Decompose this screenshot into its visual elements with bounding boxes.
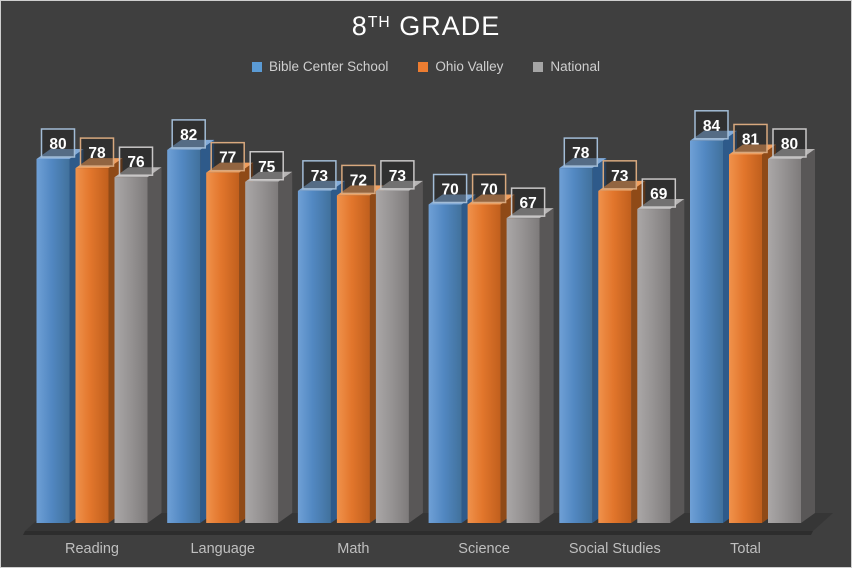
data-label-box xyxy=(118,146,154,176)
bar-side-face xyxy=(801,149,815,523)
data-label-box xyxy=(602,160,638,190)
data-label: 78 xyxy=(572,145,590,162)
legend-marker-icon xyxy=(252,61,263,72)
data-label: 70 xyxy=(441,182,458,199)
bar-ohio-valley-total xyxy=(729,154,762,523)
bar-bible-center-school-math xyxy=(297,190,331,523)
data-label-box xyxy=(694,110,729,140)
bar-bible-center-school-science xyxy=(428,204,462,523)
bar-ohio-valley-social-studies xyxy=(598,190,632,523)
data-label-box xyxy=(772,128,807,158)
data-label: 70 xyxy=(480,182,497,199)
data-label-box xyxy=(40,128,76,158)
category-label: Reading xyxy=(65,541,119,557)
data-label-box xyxy=(302,160,337,190)
bar-bible-center-school-reading xyxy=(36,159,70,523)
bar-bible-center-school-total xyxy=(690,140,723,524)
data-label-box xyxy=(341,164,376,195)
bar-side-face xyxy=(278,171,293,523)
data-label: 80 xyxy=(781,136,798,153)
bar-ohio-valley-reading xyxy=(75,168,109,523)
category-label: Science xyxy=(458,541,510,557)
data-label-box xyxy=(641,178,677,208)
legend-item-ohio-valley: Ohio Valley xyxy=(418,59,503,74)
bar-side-face xyxy=(147,167,162,523)
data-label: 81 xyxy=(742,131,760,148)
data-label-box xyxy=(510,187,546,217)
chart-title-prefix: 8 xyxy=(351,11,368,41)
legend-marker-icon xyxy=(533,61,544,72)
data-label-box xyxy=(380,160,415,190)
data-label-box xyxy=(171,119,206,149)
bar-side-face xyxy=(408,180,423,523)
data-label-box xyxy=(733,123,768,154)
data-label: 72 xyxy=(350,172,367,189)
bar-national-reading xyxy=(114,177,148,523)
bar-bible-center-school-social-studies xyxy=(559,168,593,523)
legend-item-bible-center-school: Bible Center School xyxy=(252,59,388,74)
legend-label: Bible Center School xyxy=(269,59,389,74)
data-label-box xyxy=(249,151,284,181)
chart-title-rest: GRADE xyxy=(390,11,501,41)
category-label: Math xyxy=(337,541,369,557)
data-label: 82 xyxy=(180,127,197,144)
bar-ohio-valley-math xyxy=(336,195,370,523)
bar-national-language xyxy=(245,181,279,523)
data-label: 75 xyxy=(258,159,276,176)
bar-side-face xyxy=(539,208,554,523)
legend-label: National xyxy=(550,59,600,74)
data-label-box xyxy=(563,137,599,167)
data-label: 84 xyxy=(703,118,721,135)
bar-bible-center-school-language xyxy=(167,149,201,523)
bar-side-face xyxy=(670,199,685,524)
data-label-box xyxy=(471,173,507,204)
bar-national-science xyxy=(506,218,540,523)
data-label-box xyxy=(432,173,468,204)
data-label: 77 xyxy=(219,150,236,167)
data-label: 76 xyxy=(127,154,145,171)
data-label: 69 xyxy=(650,186,668,203)
category-label: Language xyxy=(190,541,255,557)
legend-label: Ohio Valley xyxy=(435,59,504,74)
data-label: 73 xyxy=(611,168,629,185)
legend: Bible Center School Ohio Valley National xyxy=(1,59,851,74)
chart-title: 8TH GRADE xyxy=(1,11,851,42)
legend-marker-icon xyxy=(418,61,429,72)
bar-ohio-valley-science xyxy=(467,204,501,523)
chart-floor-edge xyxy=(23,531,813,535)
data-label-box xyxy=(210,141,245,172)
category-label: Total xyxy=(730,541,761,557)
bar-national-math xyxy=(375,190,409,523)
bar-national-social-studies xyxy=(637,209,671,524)
legend-item-national: National xyxy=(533,59,600,74)
chart-title-superscript: TH xyxy=(367,14,391,32)
data-label: 73 xyxy=(311,168,329,185)
category-label: Social Studies xyxy=(569,541,661,557)
data-label: 67 xyxy=(519,195,536,212)
bar-national-total xyxy=(768,159,801,523)
data-label: 78 xyxy=(88,145,106,162)
data-label: 73 xyxy=(389,168,407,185)
data-label-box xyxy=(79,137,115,167)
bar-ohio-valley-language xyxy=(206,172,240,523)
data-label: 80 xyxy=(49,136,66,153)
